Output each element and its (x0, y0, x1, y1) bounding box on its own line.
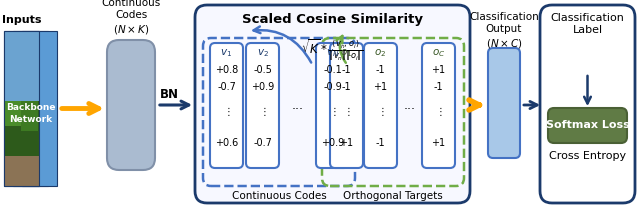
Bar (4, 101, 39, 156)
FancyBboxPatch shape (246, 43, 279, 168)
FancyBboxPatch shape (4, 31, 39, 186)
Text: +0.8: +0.8 (215, 65, 238, 75)
FancyBboxPatch shape (13, 31, 48, 186)
Text: Classification
Label: Classification Label (550, 13, 625, 35)
Text: -0.5: -0.5 (253, 65, 272, 75)
Text: -0.7: -0.7 (217, 82, 236, 92)
FancyBboxPatch shape (107, 40, 155, 170)
FancyBboxPatch shape (316, 43, 349, 168)
Text: +0.9: +0.9 (251, 82, 274, 92)
Text: -0.9: -0.9 (323, 82, 342, 92)
Text: $v_1$: $v_1$ (220, 47, 232, 59)
FancyBboxPatch shape (540, 5, 635, 203)
Text: -1: -1 (434, 82, 444, 92)
Text: -0.1: -0.1 (323, 65, 342, 75)
Text: $\vdots$: $\vdots$ (435, 104, 442, 118)
Text: +1: +1 (431, 138, 445, 148)
Text: ...: ... (403, 99, 415, 112)
Text: +0.6: +0.6 (215, 138, 238, 148)
Text: $\vdots$: $\vdots$ (259, 104, 266, 118)
Text: $v_N$: $v_N$ (326, 47, 339, 59)
Text: ...: ... (291, 99, 303, 112)
Text: BN: BN (159, 88, 179, 102)
Bar (4, 91, 21, 126)
Text: -1: -1 (376, 65, 385, 75)
Text: $\vdots$: $\vdots$ (377, 104, 384, 118)
Bar (21, 101, 38, 131)
Text: $v_2$: $v_2$ (257, 47, 269, 59)
FancyBboxPatch shape (364, 43, 397, 168)
Text: Classification
Output
$(N \times C)$: Classification Output $(N \times C)$ (469, 12, 539, 50)
Text: $\sqrt{K} * \frac{\langle v_n, o_i \rangle}{\|v_n\|\|o_i\|}$: $\sqrt{K} * \frac{\langle v_n, o_i \rang… (301, 37, 364, 63)
Text: +1: +1 (431, 65, 445, 75)
FancyBboxPatch shape (488, 48, 520, 158)
Text: +1: +1 (373, 82, 388, 92)
Text: +0.9: +0.9 (321, 138, 344, 148)
Text: -1: -1 (376, 138, 385, 148)
FancyBboxPatch shape (422, 43, 455, 168)
FancyBboxPatch shape (330, 43, 363, 168)
Text: Inputs: Inputs (2, 15, 41, 25)
Text: $\vdots$: $\vdots$ (223, 104, 230, 118)
Bar (4, 31, 39, 101)
Text: $\vdots$: $\vdots$ (343, 104, 350, 118)
Text: Continuous
Codes
$(N \times K)$: Continuous Codes $(N \times K)$ (101, 0, 161, 36)
Text: Scaled Cosine Similarity: Scaled Cosine Similarity (242, 13, 423, 26)
Text: Continuous Codes: Continuous Codes (232, 191, 326, 201)
Text: -1: -1 (342, 82, 351, 92)
Text: Softmax Loss: Softmax Loss (546, 120, 629, 130)
Text: +1: +1 (339, 138, 353, 148)
Text: Cross Entropy: Cross Entropy (549, 151, 626, 161)
Text: $o_C$: $o_C$ (432, 47, 445, 59)
Text: $o_1$: $o_1$ (340, 47, 353, 59)
Text: -0.7: -0.7 (253, 138, 272, 148)
Text: $o_2$: $o_2$ (374, 47, 387, 59)
FancyBboxPatch shape (195, 5, 470, 203)
Bar (4, 31, 39, 186)
Text: $\vdots$: $\vdots$ (329, 104, 336, 118)
FancyBboxPatch shape (548, 108, 627, 143)
Text: Backbone
Network: Backbone Network (6, 103, 55, 124)
Bar (4, 156, 39, 186)
FancyBboxPatch shape (210, 43, 243, 168)
FancyBboxPatch shape (22, 31, 57, 186)
Text: Orthogonal Targets: Orthogonal Targets (343, 191, 443, 201)
Text: -1: -1 (342, 65, 351, 75)
